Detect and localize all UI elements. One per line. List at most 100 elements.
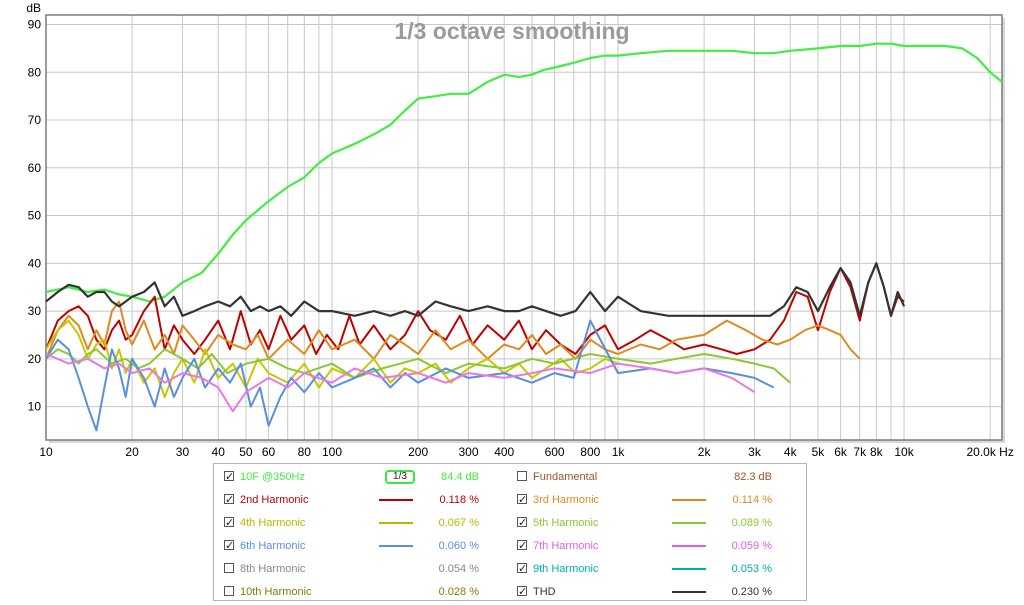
x-tick-label: 30 — [176, 445, 190, 459]
legend-value: 0.089 % — [731, 517, 772, 529]
legend-swatch — [672, 568, 706, 570]
legend-swatch — [672, 522, 706, 524]
legend-panel: 10F @350Hz 1/3 84.4 dB Fundamental 82.3 dB 2n… — [213, 463, 807, 603]
legend-swatch — [672, 545, 706, 547]
legend-checkbox-thd[interactable] — [517, 581, 527, 603]
chart-title: 1/3 octave smoothing — [394, 18, 629, 44]
legend-label: 10F @350Hz — [240, 471, 305, 483]
series-line-3rd-harmonic — [45, 300, 861, 360]
legend-swatch — [672, 499, 706, 501]
x-tick-label: 4k — [784, 445, 798, 459]
legend-label: 5th Harmonic — [533, 517, 599, 529]
legend-label: 3rd Harmonic — [533, 494, 600, 506]
legend-row-6th-harmonic: 6th Harmonic 0.060 % — [224, 535, 514, 557]
legend-value: 84.4 dB — [441, 471, 479, 483]
legend-label: 2nd Harmonic — [240, 494, 309, 506]
legend-row-7th-harmonic: 7th Harmonic 0.059 % — [517, 535, 807, 557]
x-tick-label: 20.0k Hz — [966, 445, 1013, 459]
series-line-6th-harmonic — [45, 319, 775, 432]
x-tick-label: 40 — [212, 445, 226, 459]
x-tick-label: 80 — [298, 445, 312, 459]
legend-value: 0.118 % — [439, 494, 479, 506]
legend-label: THD — [533, 586, 556, 598]
legend-label: 4th Harmonic — [240, 517, 306, 529]
legend-checkbox-6th-harmonic[interactable] — [224, 535, 234, 557]
legend-row-8th-harmonic: 8th Harmonic 0.054 % — [224, 558, 514, 580]
y-tick-label: 20 — [28, 352, 42, 366]
y-tick-label: 60 — [28, 161, 42, 175]
smoothing-button[interactable]: 1/3 — [385, 470, 415, 484]
x-tick-label: 6k — [834, 445, 848, 459]
legend-swatch — [672, 476, 706, 478]
x-tick-label: 1k — [612, 445, 626, 459]
series-line-10f-350hz — [45, 42, 1003, 303]
legend-row-5th-harmonic: 5th Harmonic 0.089 % — [517, 512, 807, 534]
legend-checkbox-5th-harmonic[interactable] — [517, 512, 527, 534]
x-tick-label: 800 — [580, 445, 600, 459]
legend-swatch — [379, 499, 413, 501]
legend-swatch — [379, 568, 413, 570]
legend-checkbox-2nd-harmonic[interactable] — [224, 489, 234, 511]
x-tick-label: 200 — [408, 445, 428, 459]
x-tick-label: 3k — [748, 445, 762, 459]
legend-row-10th-harmonic: 10th Harmonic 0.028 % — [224, 581, 514, 603]
legend-label: Fundamental — [533, 471, 598, 483]
series-line-2nd-harmonic — [45, 262, 905, 355]
legend-swatch — [672, 591, 706, 593]
y-tick-label: 70 — [28, 113, 42, 127]
y-tick-label: 50 — [28, 209, 42, 223]
legend-label: 8th Harmonic — [240, 563, 306, 575]
legend-row-2nd-harmonic: 2nd Harmonic 0.118 % — [224, 489, 514, 511]
legend-value: 0.059 % — [731, 540, 772, 552]
legend-checkbox-10th-harmonic[interactable] — [224, 586, 234, 596]
legend-swatch — [379, 545, 413, 547]
x-tick-label: 10k — [894, 445, 914, 459]
x-tick-label: 8k — [870, 445, 884, 459]
legend-value: 0.053 % — [731, 563, 772, 575]
y-tick-label: 40 — [28, 256, 42, 270]
legend-row-fundamental: Fundamental 82.3 dB — [517, 466, 807, 488]
x-tick-label: 2k — [698, 445, 712, 459]
legend-checkbox-10f-350hz[interactable] — [224, 466, 234, 488]
legend-checkbox-3rd-harmonic[interactable] — [517, 489, 527, 511]
legend-row-4th-harmonic: 4th Harmonic 0.067 % — [224, 512, 514, 534]
series-line-thd — [45, 262, 906, 317]
legend-checkbox-8th-harmonic[interactable] — [224, 563, 234, 573]
legend-label: 9th Harmonic — [533, 563, 599, 575]
x-tick-label: 10 — [39, 445, 53, 459]
legend-swatch — [379, 522, 413, 524]
x-tick-label: 60 — [262, 445, 276, 459]
legend-checkbox-4th-harmonic[interactable] — [224, 512, 234, 534]
y-tick-label: 80 — [28, 65, 42, 79]
y-tick-label: 90 — [28, 18, 42, 32]
legend-value: 0.028 % — [438, 586, 479, 598]
x-tick-label: 400 — [494, 445, 514, 459]
legend-label: 6th Harmonic — [240, 540, 306, 552]
x-tick-label: 20 — [125, 445, 139, 459]
legend-checkbox-9th-harmonic[interactable] — [517, 558, 527, 580]
x-tick-label: 100 — [322, 445, 342, 459]
legend-value: 0.230 % — [731, 586, 772, 598]
legend-row-10f-350hz: 10F @350Hz 1/3 84.4 dB — [224, 466, 514, 488]
legend-checkbox-fundamental[interactable] — [517, 471, 527, 481]
legend-swatch — [379, 591, 413, 593]
x-tick-label: 600 — [545, 445, 565, 459]
legend-row-3rd-harmonic: 3rd Harmonic 0.114 % — [517, 489, 807, 511]
y-tick-label: 30 — [28, 304, 42, 318]
plot-border — [45, 14, 1003, 441]
plot-area — [46, 15, 1002, 440]
distortion-chart: 10 20 30 40 50 60 70 80 90 dB 10 20 30 40 50 60 80 100 200… — [26, 1, 1014, 459]
x-tick-label: 7k — [853, 445, 867, 459]
legend-value: 0.054 % — [438, 563, 479, 575]
x-tick-label: 50 — [239, 445, 253, 459]
x-tick-label: 300 — [458, 445, 478, 459]
series-line-7th-harmonic — [45, 353, 756, 413]
legend-checkbox-7th-harmonic[interactable] — [517, 535, 527, 557]
legend-label: 7th Harmonic — [533, 540, 599, 552]
y-tick-label: 10 — [28, 400, 42, 414]
legend-label: 10th Harmonic — [240, 586, 312, 598]
legend-row-9th-harmonic: 9th Harmonic 0.053 % — [517, 558, 807, 580]
x-tick-label: 5k — [812, 445, 826, 459]
legend-value: 0.067 % — [438, 517, 479, 529]
y-axis-label: dB — [26, 1, 41, 15]
